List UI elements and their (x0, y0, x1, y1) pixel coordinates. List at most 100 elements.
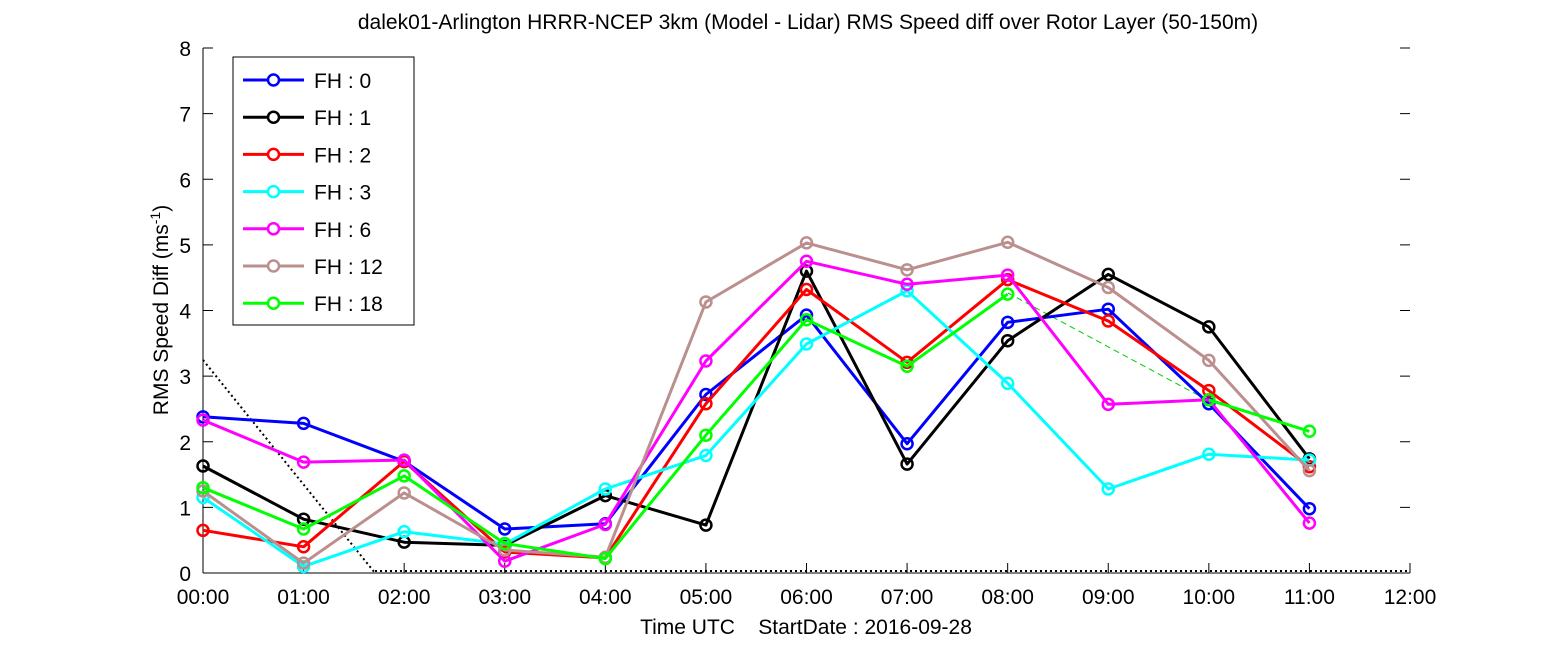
data-point (1000, 315, 1015, 330)
legend-item: FH : 2 (243, 144, 371, 167)
legend-item: FH : 18 (243, 293, 383, 316)
data-point (296, 455, 311, 469)
data-point (900, 359, 914, 374)
series-line (202, 259, 1311, 563)
legend: FH : 0 FH : 1 FH : 2 FH : 3 FH : 6 FH : 12 FH … (232, 56, 415, 326)
data-point (1202, 393, 1216, 407)
legend-swatch-marker (266, 184, 281, 199)
x-tick-label: 02:00 (378, 586, 431, 609)
data-point (296, 540, 311, 554)
y-ticks: 0 1 2 3 4 5 6 7 8 (179, 38, 1410, 586)
legend-label: FH : 18 (314, 293, 383, 316)
data-point (1302, 516, 1317, 530)
x-tick-label: 03:00 (478, 586, 531, 609)
legend-item: FH : 1 (243, 107, 371, 130)
data-point (1302, 501, 1317, 516)
data-point (1101, 482, 1115, 496)
legend-swatch-marker (266, 222, 281, 236)
data-point (799, 236, 814, 250)
data-point (699, 428, 713, 442)
y-tick-label: 0 (179, 563, 191, 586)
data-point (1202, 396, 1216, 411)
data-point (498, 522, 512, 536)
data-point (196, 459, 210, 473)
data-point (598, 517, 613, 532)
y-axis-label-superscript: -1 (147, 212, 163, 225)
legend-label: FH : 0 (314, 70, 371, 93)
legend-item: FH : 0 (243, 70, 371, 93)
data-point (1000, 268, 1015, 282)
y-tick-label: 5 (179, 235, 191, 258)
data-point (196, 413, 210, 427)
y-tick-label: 7 (179, 104, 191, 127)
reference-dotted-line (202, 359, 376, 574)
fh18-dashed-segment (1007, 292, 1210, 402)
data-point (900, 457, 914, 471)
data-point (1101, 314, 1115, 328)
data-point (1302, 424, 1317, 438)
x-tick-label: 08:00 (981, 586, 1034, 609)
x-tick-label: 05:00 (680, 586, 733, 609)
y-tick-label: 2 (179, 432, 191, 455)
data-point (900, 263, 914, 277)
data-point (1202, 447, 1216, 461)
data-point (699, 354, 713, 368)
data-point (196, 480, 210, 495)
data-point (1101, 280, 1115, 295)
data-point (1000, 287, 1015, 301)
legend-label: FH : 12 (314, 256, 383, 279)
x-tick-label: 04:00 (579, 586, 632, 609)
legend-swatch-marker (266, 259, 281, 273)
data-point (799, 254, 814, 269)
data-point (699, 295, 713, 309)
series-7 (196, 287, 1317, 566)
data-point (397, 469, 411, 483)
data-point (699, 518, 713, 532)
legend-item: FH : 12 (243, 256, 383, 279)
series-line (202, 240, 1311, 565)
data-point (598, 482, 613, 496)
x-tick-label: 09:00 (1082, 586, 1135, 609)
data-point (1101, 267, 1115, 282)
series-5 (196, 254, 1317, 568)
x-tick-label: 10:00 (1183, 586, 1236, 609)
legend-swatch-marker (266, 147, 281, 162)
data-point (1202, 383, 1216, 398)
legend-swatch-marker (266, 296, 281, 310)
x-tick-label: 01:00 (277, 586, 330, 609)
data-point (699, 448, 713, 463)
data-point (296, 522, 311, 536)
data-point (1302, 463, 1317, 478)
series-line (202, 307, 1311, 531)
legend-swatch-marker (266, 73, 281, 87)
data-point (1202, 353, 1216, 368)
x-tick-label: 00:00 (177, 586, 230, 609)
data-point (296, 556, 311, 570)
y-axis-label-main: RMS Speed Diff (ms (150, 224, 173, 415)
x-tick-label: 11:00 (1284, 586, 1335, 609)
legend-item: FH : 3 (243, 182, 371, 205)
data-point (1000, 376, 1015, 391)
data-point (296, 416, 311, 431)
legend-label: FH : 3 (314, 182, 371, 205)
data-point (1101, 397, 1115, 412)
data-point (397, 453, 411, 467)
y-axis-label: RMS Speed Diff (ms-1) (147, 205, 173, 415)
data-point (699, 396, 713, 411)
legend-label: FH : 2 (314, 144, 371, 167)
data-point (397, 524, 411, 539)
y-tick-label: 3 (179, 366, 191, 389)
data-point (196, 523, 210, 538)
series-line (202, 278, 1311, 560)
x-tick-label: 07:00 (881, 586, 934, 609)
data-point (498, 536, 512, 551)
legend-swatch-marker (266, 110, 281, 124)
data-point (397, 486, 411, 500)
x-axis-label: Time UTC StartDate : 2016-09-28 (640, 616, 972, 639)
series-line (202, 289, 1310, 568)
data-point (699, 387, 713, 402)
legend-label: FH : 1 (314, 107, 371, 130)
x-ticks: 00:00 01:00 02:00 03:00 04:00 05:00 06:00 07:00… (177, 563, 1436, 609)
data-point (799, 337, 814, 351)
